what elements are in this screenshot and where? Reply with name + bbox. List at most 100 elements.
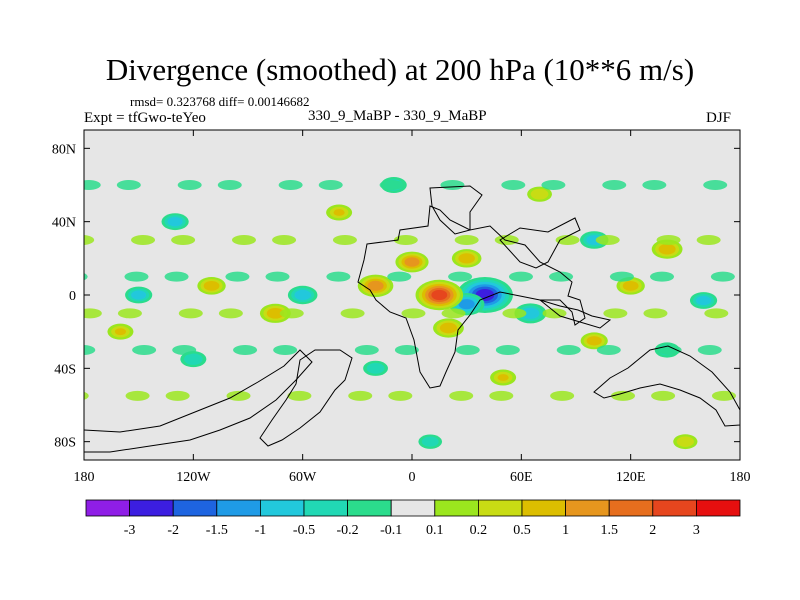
y-tick-label: 40S: [54, 362, 76, 377]
anomaly-ring: [425, 438, 436, 445]
coastline-greenland: [429, 185, 483, 235]
background-band-patch: [508, 271, 533, 282]
anomaly-ring: [525, 310, 536, 317]
anomaly-convergence-16: [161, 213, 189, 231]
background-band-patch: [171, 235, 196, 245]
background-band-patch: [225, 271, 250, 282]
coastline-maritime: [539, 299, 612, 329]
background-band-patch: [172, 345, 197, 355]
background-band-patch: [84, 308, 102, 319]
anomaly-ring: [443, 324, 454, 332]
background-band-patch: [401, 308, 426, 319]
background-band-patch: [454, 235, 479, 245]
background-band-patch: [84, 235, 95, 245]
colorbar-swatch: [85, 499, 130, 517]
colorbar-label: 0.1: [426, 523, 444, 538]
colorbar-label: -0.1: [380, 523, 402, 538]
background-band-patch: [696, 235, 721, 245]
background-band-patch: [555, 235, 580, 245]
background-band-patch: [711, 390, 736, 401]
experiment-label: Expt = tfGwo-teYeo: [84, 110, 206, 126]
anomaly-ring: [270, 310, 281, 317]
y-tick-label: 40N: [52, 216, 76, 231]
anomaly-ring: [625, 282, 636, 289]
axes: 180 120W 60W 0 60E 120E 180 80N 40N 0 40S 80S: [52, 130, 751, 485]
background-band-patch: [226, 390, 251, 401]
background-band-patch: [287, 390, 312, 401]
background-band-patch: [502, 308, 527, 319]
colorbar-label: 1.5: [600, 523, 618, 538]
anomaly-convergence-2: [514, 303, 547, 324]
colorbar-swatch: [652, 499, 697, 517]
background-band-patch: [165, 390, 190, 401]
background-band-patch: [556, 345, 581, 355]
background-band-patch: [348, 390, 373, 401]
background-band-patch: [326, 271, 351, 282]
colorbar-swatch: [259, 499, 305, 517]
background-band-patch: [387, 271, 412, 282]
background-band-patch: [318, 180, 343, 190]
colorbar-swatch: [347, 499, 392, 517]
anomaly-divergence-4: [357, 274, 394, 298]
anomaly-divergence-10: [197, 277, 226, 295]
background-band-patch: [550, 390, 575, 401]
background-band-patch: [596, 345, 621, 355]
divergence-field: [84, 177, 736, 450]
background-band-patch: [116, 180, 141, 190]
y-tick-label: 0: [69, 289, 76, 304]
x-tick-label: 120E: [616, 470, 646, 485]
anomaly-ring: [170, 218, 180, 225]
x-tick-label: 180: [74, 470, 95, 485]
colorbar-swatch: [565, 499, 610, 517]
anomaly-ring: [461, 301, 472, 308]
anomaly-ring: [114, 328, 127, 336]
background-band-patch: [272, 235, 297, 245]
anomaly-ring: [370, 365, 381, 372]
colorbar-swatch: [608, 499, 654, 517]
background-band-patch: [611, 390, 636, 401]
anomaly-divergence-22: [580, 332, 608, 350]
map-background: [84, 130, 740, 460]
background-band-patch: [84, 391, 89, 400]
background-band-patch: [124, 271, 149, 282]
colorbar-swatch: [303, 499, 348, 517]
colorbar-swatch: [696, 499, 741, 517]
background-band-patch: [449, 390, 474, 401]
anomaly-convergence-26: [418, 434, 443, 449]
colorbar: -3 -2 -1.5 -1 -0.5 -0.2 -0.1 0.1 0.2 0.5 1 1.5 2 3: [85, 499, 741, 538]
background-band-patch: [656, 235, 681, 245]
background-band-patch: [332, 235, 357, 245]
background-band-patch: [379, 180, 404, 190]
colorbar-label: -1.5: [206, 523, 228, 538]
colorbar-swatch: [477, 499, 523, 517]
anomaly-ring: [699, 297, 709, 304]
background-band-patch: [354, 345, 379, 355]
background-band-patch: [643, 308, 668, 319]
background-band-patch: [273, 345, 298, 355]
anomaly-divergence-17: [326, 204, 353, 221]
colorbar-label: -1: [255, 523, 267, 538]
anomaly-ring: [680, 438, 691, 445]
background-band-patch: [489, 390, 514, 401]
anomaly-convergence-21: [180, 351, 207, 368]
colorbar-swatch: [216, 499, 261, 517]
background-band-patch: [84, 273, 88, 281]
coastline-arabia-asia: [499, 217, 581, 269]
background-band-patch: [650, 271, 675, 282]
anomaly-ring: [206, 282, 217, 289]
background-band-patch: [117, 308, 142, 319]
x-tick-label: 120W: [176, 470, 211, 485]
anomaly-divergence-24: [490, 369, 517, 386]
colorbar-label: -2: [167, 523, 179, 538]
season-label: DJF: [706, 110, 732, 126]
coastline-south-america: [259, 349, 353, 447]
x-tick-label: 0: [409, 470, 416, 485]
background-band-patch: [177, 180, 202, 190]
background-band-patch: [710, 271, 735, 282]
colorbar-label: -0.2: [337, 523, 359, 538]
colorbar-swatch: [129, 499, 174, 517]
anomaly-ring: [589, 338, 599, 344]
anomaly-convergence-25: [363, 360, 388, 376]
background-band-patch: [394, 345, 419, 355]
